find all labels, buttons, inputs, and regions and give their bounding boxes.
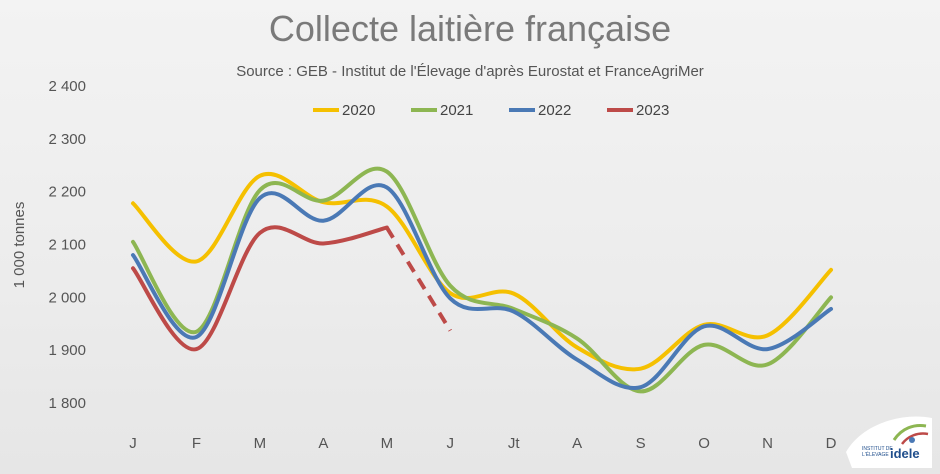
series-line-2023-estimate — [385, 226, 452, 332]
x-tick-label: A — [572, 435, 582, 452]
logo-text-brand: idele — [890, 446, 920, 461]
legend-label-2021: 2021 — [440, 102, 473, 119]
logo-text-line2: L'ÉLEVAGE — [862, 451, 889, 458]
x-tick-label: S — [636, 435, 646, 452]
legend: 2020 2021 2022 2023 — [313, 102, 669, 119]
series-line-2022 — [131, 183, 833, 391]
x-tick-label: M — [381, 435, 394, 452]
y-tick-label: 2 400 — [48, 78, 86, 95]
series-line-2023 — [131, 225, 389, 352]
x-tick-label: J — [129, 435, 137, 452]
logo-text-line1: INSTITUT DE — [862, 446, 893, 452]
x-tick-label: J — [447, 435, 455, 452]
y-tick-label: 2 100 — [48, 237, 86, 254]
legend-label-2023: 2023 — [636, 102, 669, 119]
x-tick-label: O — [698, 435, 710, 452]
series-lines — [131, 166, 833, 394]
y-tick-label: 2 200 — [48, 184, 86, 201]
y-tick-label: 1 800 — [48, 395, 86, 412]
y-tick-label: 1 900 — [48, 342, 86, 359]
y-tick-label: 2 300 — [48, 131, 86, 148]
legend-label-2020: 2020 — [342, 102, 375, 119]
x-tick-label: F — [192, 435, 201, 452]
x-tick-label: M — [254, 435, 267, 452]
idele-logo: INSTITUT DE L'ÉLEVAGE idele — [846, 416, 932, 468]
x-tick-label: D — [826, 435, 837, 452]
chart-subtitle: Source : GEB - Institut de l'Élevage d'a… — [236, 63, 704, 80]
x-axis: J F M A M J Jt A S O N D — [129, 435, 836, 452]
y-axis: 1 800 1 900 2 000 2 100 2 200 2 300 2 400 — [48, 78, 86, 412]
chart-title: Collecte laitière française — [268, 8, 672, 49]
x-tick-label: A — [318, 435, 328, 452]
y-axis-label: 1 000 tonnes — [11, 202, 28, 289]
legend-label-2022: 2022 — [538, 102, 571, 119]
y-tick-label: 2 000 — [48, 289, 86, 306]
x-tick-label: Jt — [508, 435, 521, 452]
x-tick-label: N — [762, 435, 773, 452]
